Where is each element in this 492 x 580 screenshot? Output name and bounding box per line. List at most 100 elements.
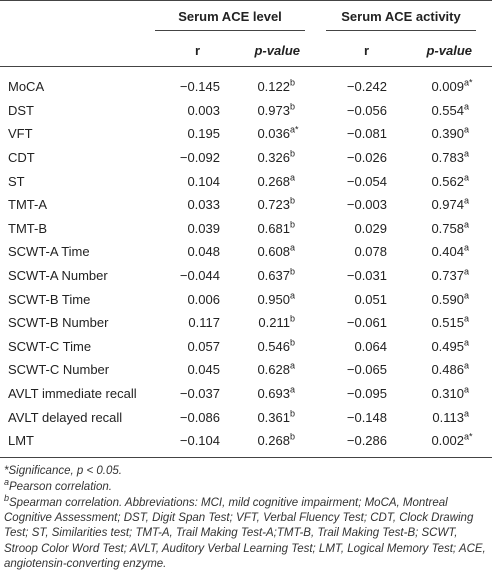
superscript-slot: a [464, 244, 478, 259]
superscript-slot: a* [290, 126, 304, 141]
table-row: TMT-A 0.033 0.723b −0.003 0.974a [0, 193, 492, 217]
p-value: 0.554a [395, 99, 492, 123]
r-value: 0.104 [187, 173, 220, 189]
row-label: LMT [0, 428, 150, 458]
row-label: SCWT-C Time [8, 338, 92, 354]
p-value: 0.973b [220, 99, 310, 123]
p-value-text: 0.495 [431, 338, 464, 354]
column-header: p-value [220, 35, 310, 67]
superscript-slot: a [290, 384, 304, 401]
p-value: 0.590a [395, 287, 492, 311]
superscript: a [290, 361, 296, 372]
group-header: Serum ACE level [150, 1, 310, 36]
r-value: 0.033 [187, 197, 220, 213]
r-value: −0.145 [179, 79, 220, 95]
superscript-slot: b [290, 313, 304, 330]
r-value: 0.003 [187, 102, 220, 118]
superscript: a [464, 195, 470, 206]
superscript: a [464, 361, 470, 372]
superscript: a [464, 313, 470, 324]
p-value: 0.404a [395, 240, 492, 264]
p-value: 0.515a [395, 311, 492, 335]
p-value: 0.486a [395, 358, 492, 382]
group-header: Serum ACE activity [310, 1, 492, 36]
superscript: b [290, 101, 296, 112]
p-value-text: 0.758 [431, 220, 464, 236]
superscript: a [464, 148, 470, 159]
p-value: 0.268b [220, 428, 310, 458]
r-value: −0.031 [346, 268, 387, 284]
r-value: −0.065 [346, 362, 387, 378]
r-value: 0.195 [187, 126, 220, 142]
r-value: 0.117 [188, 315, 220, 331]
footnote-marker: * [4, 464, 9, 477]
superscript-slot: a [290, 362, 304, 377]
p-value: 0.495a [395, 335, 492, 359]
superscript: a [464, 266, 470, 277]
superscript: a [464, 384, 470, 395]
p-value: 0.737a [395, 264, 492, 288]
r-value: 0.051 [354, 291, 387, 307]
superscript: b [290, 408, 296, 419]
table-row: ST 0.104 0.268a −0.054 0.562a [0, 169, 492, 193]
superscript-slot: a [464, 384, 478, 401]
p-value: 0.608a [220, 240, 310, 264]
p-value-text: 0.681 [257, 220, 290, 236]
r-value: 0.006 [187, 291, 220, 307]
p-value: 0.758a [395, 217, 492, 241]
superscript: b [290, 148, 296, 159]
row-label: SCWT-B Number [8, 315, 109, 331]
p-value: 0.562a [395, 169, 492, 193]
p-value-text: 0.211 [258, 315, 290, 331]
footnote-text: Spearman correlation. Abbreviations: MCI… [4, 496, 486, 570]
p-value: 0.211b [220, 311, 310, 335]
footnotes: *Significance, p < 0.05. aPearson correla… [0, 458, 492, 572]
r-value: 0.064 [354, 338, 387, 354]
p-value: 0.637b [220, 264, 310, 288]
table-row: TMT-B 0.039 0.681b 0.029 0.758a [0, 217, 492, 241]
r-value: 0.057 [187, 338, 220, 354]
superscript: b [290, 266, 296, 277]
r-value: −0.104 [150, 428, 220, 458]
table-row: AVLT delayed recall −0.086 0.361b −0.148 0.1… [0, 405, 492, 429]
p-value-text: 0.122 [257, 79, 290, 95]
p-value-text: 0.002 [431, 433, 464, 449]
r-value: −0.095 [346, 386, 387, 402]
group-header-text: Serum ACE activity [326, 9, 476, 31]
row-label: TMT-B [8, 220, 47, 236]
superscript-slot: b [290, 78, 304, 94]
superscript-slot: a* [464, 77, 478, 94]
r-value: −0.054 [346, 173, 387, 189]
superscript: b [290, 195, 296, 206]
p-value-text: 0.404 [431, 244, 464, 260]
superscript: a [290, 290, 296, 301]
p-value: 0.783a [395, 146, 492, 170]
p-value-text: 0.268 [257, 173, 290, 189]
p-value: 0.974a [395, 193, 492, 217]
row-label: TMT-A [8, 197, 47, 213]
row-label: DST [8, 102, 34, 118]
row-label: AVLT delayed recall [8, 409, 123, 425]
table-row: DST 0.003 0.973b −0.056 0.554a [0, 99, 492, 123]
superscript: a [464, 101, 470, 112]
superscript: b [290, 313, 296, 324]
superscript: a [290, 384, 296, 395]
p-value: 0.268a [220, 169, 310, 193]
superscript: a [464, 290, 470, 301]
row-label: CDT [8, 150, 35, 166]
footnote-marker: a [4, 476, 10, 487]
p-value-text: 0.326 [257, 150, 290, 166]
superscript-slot: a [290, 244, 304, 259]
r-value: −0.286 [310, 428, 395, 458]
column-header: r [150, 35, 220, 67]
superscript-slot: a [464, 266, 478, 283]
p-value: 0.361b [220, 405, 310, 429]
table-body: MoCA −0.145 0.122b −0.242 0.009a* DST 0.003 0.9… [0, 67, 492, 458]
superscript-slot: a* [464, 432, 478, 448]
p-value: 0.723b [220, 193, 310, 217]
r-value: −0.086 [179, 409, 220, 425]
superscript: a [464, 172, 470, 183]
group-header-row: Serum ACE level Serum ACE activity [0, 1, 492, 36]
superscript: a* [464, 77, 473, 88]
